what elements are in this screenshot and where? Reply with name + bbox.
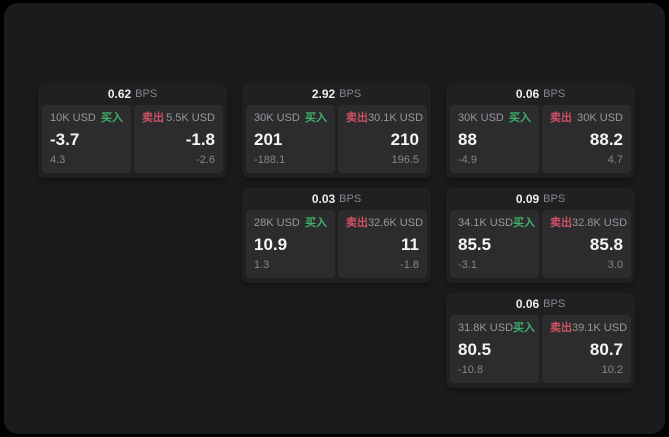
sell-delta: 4.7: [607, 154, 623, 166]
sell-size: 30K USD: [577, 112, 623, 124]
sell-panel[interactable]: 卖出 5.5K USD -1.8 -2.6: [134, 105, 223, 173]
panels: 10K USD 买入 -3.7 4.3 卖出 5.5K USD -1.8 -2.…: [38, 105, 227, 178]
quote-card: 0.06 BPS 31.8K USD 买入 80.5 -10.8 卖出 39.1…: [446, 293, 635, 388]
buy-delta: 4.3: [50, 154, 66, 166]
sell-delta: -2.6: [196, 154, 215, 166]
buy-panel[interactable]: 31.8K USD 买入 80.5 -10.8: [450, 315, 539, 383]
sell-panel[interactable]: 卖出 32.6K USD 11 -1.8: [338, 210, 427, 278]
bps-value: 0.06: [515, 297, 540, 311]
panels: 31.8K USD 买入 80.5 -10.8 卖出 39.1K USD 80.…: [446, 315, 635, 388]
sell-size: 5.5K USD: [166, 112, 215, 124]
bps-suffix-label: BPS: [543, 193, 566, 205]
sell-size: 32.8K USD: [572, 217, 628, 229]
buy-delta: 1.3: [254, 259, 270, 271]
app-surface: 0.62 BPS 10K USD 买入 -3.7 4.3 卖出 5.5K USD: [4, 3, 665, 434]
buy-price: 201: [254, 129, 283, 149]
sell-price: 11: [401, 234, 419, 254]
buy-panel[interactable]: 30K USD 买入 201 -188.1: [246, 105, 335, 173]
sell-panel[interactable]: 卖出 39.1K USD 80.7 10.2: [542, 315, 631, 383]
buy-size: 10K USD: [50, 112, 96, 124]
card-header: 0.09 BPS: [446, 188, 635, 210]
quote-card: 0.06 BPS 30K USD 买入 88 -4.9 卖出 30K USD: [446, 83, 635, 178]
quote-card: 0.09 BPS 34.1K USD 买入 85.5 -3.1 卖出 32.8K…: [446, 188, 635, 283]
sell-price: 88.2: [589, 129, 623, 149]
buy-side-label[interactable]: 买入: [101, 112, 123, 124]
panels: 30K USD 买入 201 -188.1 卖出 30.1K USD 210 1…: [242, 105, 431, 178]
sell-price: -1.8: [185, 129, 215, 149]
sell-delta: 3.0: [607, 259, 623, 271]
buy-price: 85.5: [458, 234, 492, 254]
panels: 34.1K USD 买入 85.5 -3.1 卖出 32.8K USD 85.8…: [446, 210, 635, 283]
buy-price: 80.5: [458, 339, 492, 359]
buy-delta: -10.8: [458, 364, 484, 376]
buy-size: 30K USD: [458, 112, 504, 124]
quote-card: 2.92 BPS 30K USD 买入 201 -188.1 卖出 30.1K …: [242, 83, 431, 178]
buy-price: 88: [458, 129, 477, 149]
bps-suffix-label: BPS: [135, 88, 158, 100]
bps-value: 0.62: [107, 87, 132, 101]
buy-delta: -188.1: [254, 154, 286, 166]
buy-side-label[interactable]: 买入: [509, 112, 531, 124]
sell-panel[interactable]: 卖出 30.1K USD 210 196.5: [338, 105, 427, 173]
panels: 28K USD 买入 10.9 1.3 卖出 32.6K USD 11 -1.8: [242, 210, 431, 283]
buy-side-label[interactable]: 买入: [513, 322, 536, 334]
quote-grid: 0.62 BPS 10K USD 买入 -3.7 4.3 卖出 5.5K USD: [38, 83, 635, 388]
card-header: 0.06 BPS: [446, 293, 635, 315]
buy-size: 30K USD: [254, 112, 300, 124]
bps-suffix-label: BPS: [339, 88, 362, 100]
sell-panel[interactable]: 卖出 30K USD 88.2 4.7: [542, 105, 631, 173]
quote-card: 0.62 BPS 10K USD 买入 -3.7 4.3 卖出 5.5K USD: [38, 83, 227, 178]
buy-delta: -4.9: [458, 154, 477, 166]
panels: 30K USD 买入 88 -4.9 卖出 30K USD 88.2 4.7: [446, 105, 635, 178]
bps-value: 2.92: [311, 87, 336, 101]
sell-size: 39.1K USD: [572, 322, 628, 334]
buy-panel[interactable]: 28K USD 买入 10.9 1.3: [246, 210, 335, 278]
sell-side-label[interactable]: 卖出: [550, 217, 572, 229]
sell-side-label[interactable]: 卖出: [550, 322, 572, 334]
quote-card: 0.03 BPS 28K USD 买入 10.9 1.3 卖出 32.6K US…: [242, 188, 431, 283]
buy-price: 10.9: [254, 234, 288, 254]
card-header: 0.06 BPS: [446, 83, 635, 105]
card-header: 0.62 BPS: [38, 83, 227, 105]
sell-side-label[interactable]: 卖出: [346, 217, 368, 229]
bps-suffix-label: BPS: [543, 298, 566, 310]
sell-side-label[interactable]: 卖出: [550, 112, 572, 124]
card-header: 0.03 BPS: [242, 188, 431, 210]
bps-suffix-label: BPS: [339, 193, 362, 205]
sell-size: 32.6K USD: [368, 217, 424, 229]
sell-price: 210: [390, 129, 419, 149]
sell-side-label[interactable]: 卖出: [346, 112, 368, 124]
buy-size: 31.8K USD: [458, 322, 514, 334]
buy-panel[interactable]: 30K USD 买入 88 -4.9: [450, 105, 539, 173]
buy-size: 28K USD: [254, 217, 300, 229]
bps-value: 0.03: [311, 192, 336, 206]
sell-side-label[interactable]: 卖出: [142, 112, 164, 124]
bps-suffix-label: BPS: [543, 88, 566, 100]
sell-price: 85.8: [589, 234, 623, 254]
buy-price: -3.7: [50, 129, 80, 149]
card-header: 2.92 BPS: [242, 83, 431, 105]
buy-side-label[interactable]: 买入: [513, 217, 536, 229]
buy-panel[interactable]: 10K USD 买入 -3.7 4.3: [42, 105, 131, 173]
sell-delta: -1.8: [400, 259, 419, 271]
buy-panel[interactable]: 34.1K USD 买入 85.5 -3.1: [450, 210, 539, 278]
sell-delta: 10.2: [601, 364, 623, 376]
sell-size: 30.1K USD: [368, 112, 424, 124]
sell-delta: 196.5: [391, 154, 419, 166]
bps-value: 0.06: [515, 87, 540, 101]
buy-side-label[interactable]: 买入: [305, 217, 327, 229]
buy-size: 34.1K USD: [458, 217, 514, 229]
buy-side-label[interactable]: 买入: [305, 112, 327, 124]
sell-price: 80.7: [589, 339, 623, 359]
buy-delta: -3.1: [458, 259, 477, 271]
bps-value: 0.09: [515, 192, 540, 206]
sell-panel[interactable]: 卖出 32.8K USD 85.8 3.0: [542, 210, 631, 278]
